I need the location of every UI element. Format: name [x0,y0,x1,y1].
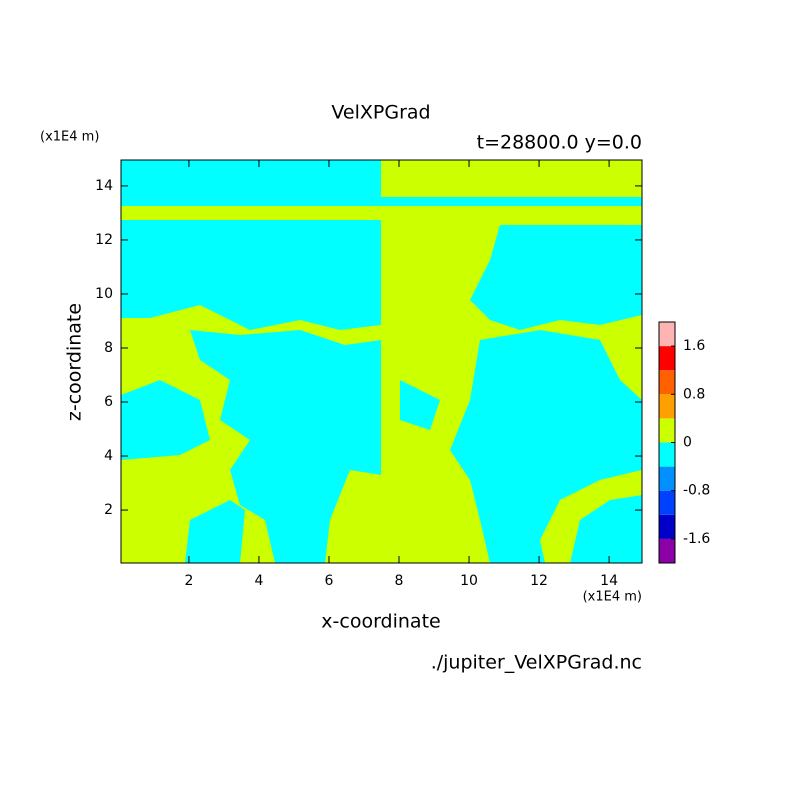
colorbar-bin [659,538,675,563]
x-tick-label: 2 [184,573,193,589]
x-tick-label: 4 [254,573,263,589]
x-tick-label: 6 [325,573,334,589]
contour-region [570,495,642,563]
contour-region [121,380,210,460]
x-tick-label: 10 [460,573,478,589]
colorbar-label: 1.6 [683,338,705,354]
plot-frame [120,159,643,564]
x-tick-label: 12 [530,573,548,589]
y-tick-label: 12 [95,232,113,248]
colorbar-label: -1.6 [683,531,710,547]
y-tick-label: 2 [104,502,113,518]
colorbar-label: -0.8 [683,483,710,499]
colorbar-bin [659,370,675,395]
y-tick-label: 4 [104,448,113,464]
x-unit: (x1E4 m) [583,590,642,605]
colorbar-bin [659,394,675,419]
contour-region [190,330,381,563]
colorbar-label: 0.8 [683,386,705,402]
x-tick-label: 8 [395,573,404,589]
x-tick-label: 14 [600,573,618,589]
y-tick-label: 6 [104,394,113,410]
contour-field [121,160,642,563]
y-axis-label: z-coordinate [64,303,86,421]
contour-region [121,197,642,206]
y-unit: (x1E4 m) [40,130,99,145]
x-axis-label: x-coordinate [321,611,440,633]
colorbar-bin [659,490,675,515]
chart-title: VelXPGrad [331,102,430,124]
colorbar-bin [659,322,675,347]
colorbar-bin [659,418,675,443]
contour-region [470,225,642,330]
colorbar-bin [659,466,675,491]
contour-region [121,220,381,330]
contour-region [121,160,381,197]
contour-region [400,380,440,430]
contour-region [450,330,642,563]
colorbar-bin [659,514,675,539]
chart-subtitle: t=28800.0 y=0.0 [477,132,642,154]
colorbar-label: 0 [683,435,692,451]
colorbar-bin [659,346,675,371]
y-tick-label: 14 [95,178,113,194]
colorbar-bin [659,442,675,467]
contour-region [185,500,245,563]
y-tick-label: 10 [95,286,113,302]
source-label: ./jupiter_VelXPGrad.nc [431,652,642,674]
y-tick-label: 8 [104,340,113,356]
